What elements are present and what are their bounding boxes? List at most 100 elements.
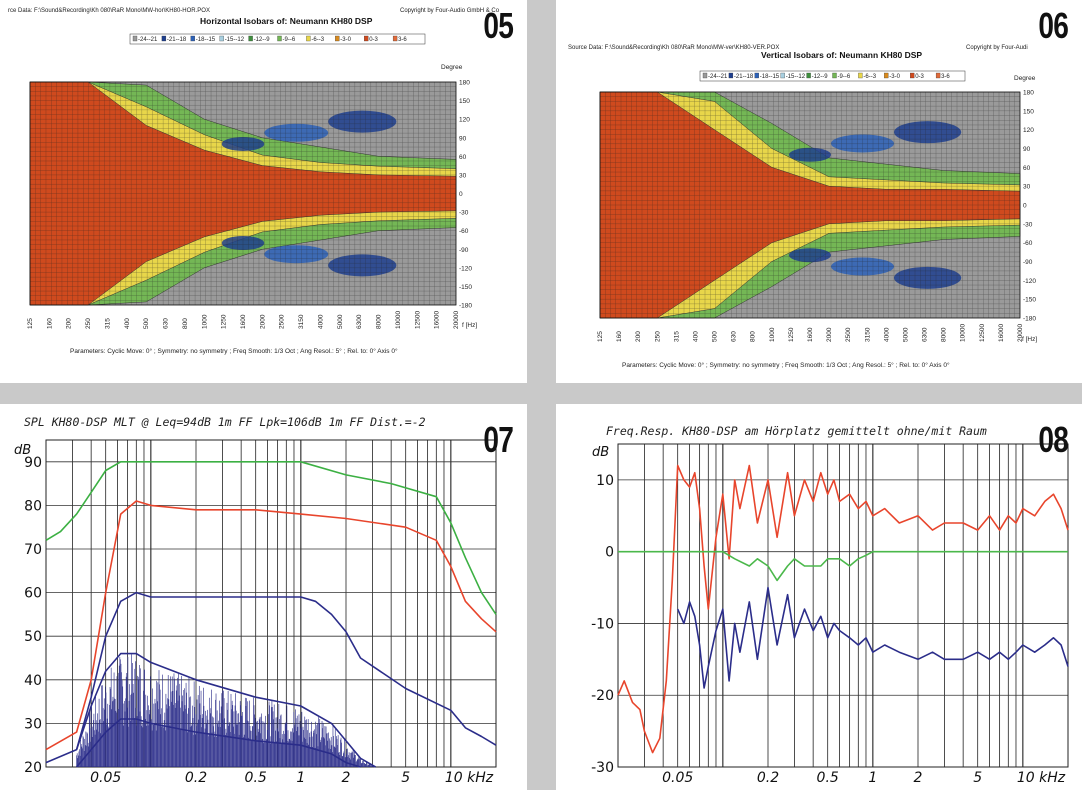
x-tick-label: 0.5 xyxy=(245,770,267,786)
legend-swatch xyxy=(858,72,863,79)
legend-swatch xyxy=(364,35,369,42)
x-tick-label: 1 xyxy=(868,770,877,786)
y-tick-label: -20 xyxy=(591,688,614,704)
x-tick-label: 5000 xyxy=(337,314,344,329)
legend-swatch xyxy=(219,35,224,42)
y-tick-label: -90 xyxy=(1023,259,1033,266)
y-axis-label: Degree xyxy=(1014,75,1036,82)
parameters-text: Parameters: Cyclic Move: 0° ; Symmetry: … xyxy=(70,347,398,355)
x-tick-label: 2000 xyxy=(259,314,266,329)
legend-swatch xyxy=(935,72,941,79)
y-tick-label: 90 xyxy=(459,135,467,142)
isobar-plot-vertical: Source Data: F:\Sound&Recording\Kh 080\R… xyxy=(568,45,1037,369)
y-tick-label: 30 xyxy=(1023,184,1031,191)
y-tick-label: 40 xyxy=(24,673,42,689)
x-tick-label: 800 xyxy=(750,331,757,342)
y-tick-label: 80 xyxy=(24,498,42,514)
x-tick-label: 1600 xyxy=(807,327,814,342)
legend-entry: -24--21 xyxy=(708,74,728,80)
isobar-lobe xyxy=(328,254,397,277)
x-tick-label: 16000 xyxy=(998,324,1005,342)
isobar-plot-horizontal: rce Data: F:\Sound&Recording\Kh 080\RaR … xyxy=(8,8,500,355)
x-tick-label: 2000 xyxy=(826,327,833,342)
y-tick-label: 30 xyxy=(459,172,467,179)
y-tick-label: -10 xyxy=(591,616,614,632)
x-tick-label: 2500 xyxy=(845,327,852,342)
legend-swatch xyxy=(392,35,398,42)
y-tick-label: 0 xyxy=(605,545,614,561)
x-tick-label: 800 xyxy=(182,318,189,329)
legend-swatch xyxy=(306,35,311,42)
parameters-text: Parameters: Cyclic Move: 0° ; Symmetry: … xyxy=(622,361,950,369)
x-tick-label: 12500 xyxy=(979,324,986,342)
x-tick-label: 0.05 xyxy=(90,770,121,786)
x-tick-label: 125 xyxy=(27,318,34,329)
isobar-chart-horizontal: rce Data: F:\Sound&Recording\Kh 080\RaR … xyxy=(0,0,527,383)
spl-plot: SPL KH80-DSP MLT @ Leq=94dB 1m FF Lpk=10… xyxy=(14,415,497,786)
legend-swatch xyxy=(132,35,138,42)
isobar-lobe xyxy=(328,110,397,133)
x-tick-label: 3150 xyxy=(864,327,871,342)
legend-entry: -3-0 xyxy=(340,37,351,43)
series-line-2 xyxy=(45,591,497,764)
legend-entry: -12--9 xyxy=(812,74,829,80)
x-tick-label: 10 kHz xyxy=(1017,770,1066,786)
legend-entry: -9--6 xyxy=(283,37,296,43)
x-tick-label: 1000 xyxy=(769,327,776,342)
legend-entry: -18--15 xyxy=(196,37,216,43)
y-tick-label: -60 xyxy=(1023,240,1033,247)
copyright-text: Copyright by Four-Audio GmbH & Co xyxy=(400,8,500,14)
y-tick-label: 30 xyxy=(24,716,42,732)
legend-entry: -21--18 xyxy=(167,37,187,43)
legend-swatch xyxy=(780,72,785,79)
copyright-text: Copyright by Four-Audi xyxy=(966,45,1028,51)
legend-entry: -6--3 xyxy=(863,74,876,80)
x-tick-label: 250 xyxy=(654,331,661,342)
legend-swatch xyxy=(832,72,837,79)
y-tick-label: 90 xyxy=(24,455,42,471)
series-line-3 xyxy=(75,652,376,768)
legend-swatch xyxy=(884,72,889,79)
x-tick-label: 6300 xyxy=(922,327,929,342)
x-tick-label: 0.2 xyxy=(757,770,779,786)
x-tick-label: 10 kHz xyxy=(445,770,494,786)
y-tick-label: 90 xyxy=(1023,146,1031,153)
y-tick-label: -90 xyxy=(459,247,469,254)
y-tick-label: -120 xyxy=(1023,278,1036,285)
series-line-2 xyxy=(676,586,1069,689)
x-tick-label: 1 xyxy=(296,770,305,786)
isobar-grid xyxy=(29,81,457,306)
legend-entry: -12--9 xyxy=(254,37,271,43)
y-axis-label: Degree xyxy=(441,64,463,71)
x-tick-label: 1250 xyxy=(221,314,228,329)
y-tick-label: 150 xyxy=(1023,108,1034,115)
y-axis-label: dB xyxy=(592,445,609,460)
x-tick-label: 125 xyxy=(597,331,604,342)
legend-entry: 0-3 xyxy=(915,74,924,80)
isobar-chart-vertical: Source Data: F:\Sound&Recording\Kh 080\R… xyxy=(556,0,1082,383)
x-tick-label: 630 xyxy=(731,331,738,342)
x-tick-label: 315 xyxy=(673,331,680,342)
panel-number: 06 xyxy=(1038,5,1068,46)
legend-entry: -6--3 xyxy=(311,37,324,43)
x-tick-label: 5000 xyxy=(902,327,909,342)
series-line-1 xyxy=(45,500,497,751)
legend-entry: -21--18 xyxy=(734,74,754,80)
source-text: rce Data: F:\Sound&Recording\Kh 080\RaR … xyxy=(8,8,210,14)
y-tick-label: 0 xyxy=(459,191,463,198)
x-tick-label: 1600 xyxy=(240,314,247,329)
x-tick-label: 5 xyxy=(401,770,410,786)
x-tick-label: 250 xyxy=(85,318,92,329)
y-tick-label: 20 xyxy=(24,760,42,776)
panel-number: 05 xyxy=(483,5,513,46)
legend-entry: -9--6 xyxy=(838,74,851,80)
plot-frame xyxy=(599,91,1021,319)
x-tick-label: 160 xyxy=(46,318,53,329)
chart-title: SPL KH80-DSP MLT @ Leq=94dB 1m FF Lpk=10… xyxy=(24,415,426,429)
y-tick-label: -60 xyxy=(459,228,469,235)
x-tick-label: 16000 xyxy=(434,311,441,329)
x-tick-label: 160 xyxy=(616,331,623,342)
freq-response-plot: Freq.Resp. KH80-DSP am Hörplatz gemittel… xyxy=(591,424,1069,786)
legend-entry: 0-3 xyxy=(369,37,378,43)
y-tick-label: -180 xyxy=(1023,316,1036,323)
